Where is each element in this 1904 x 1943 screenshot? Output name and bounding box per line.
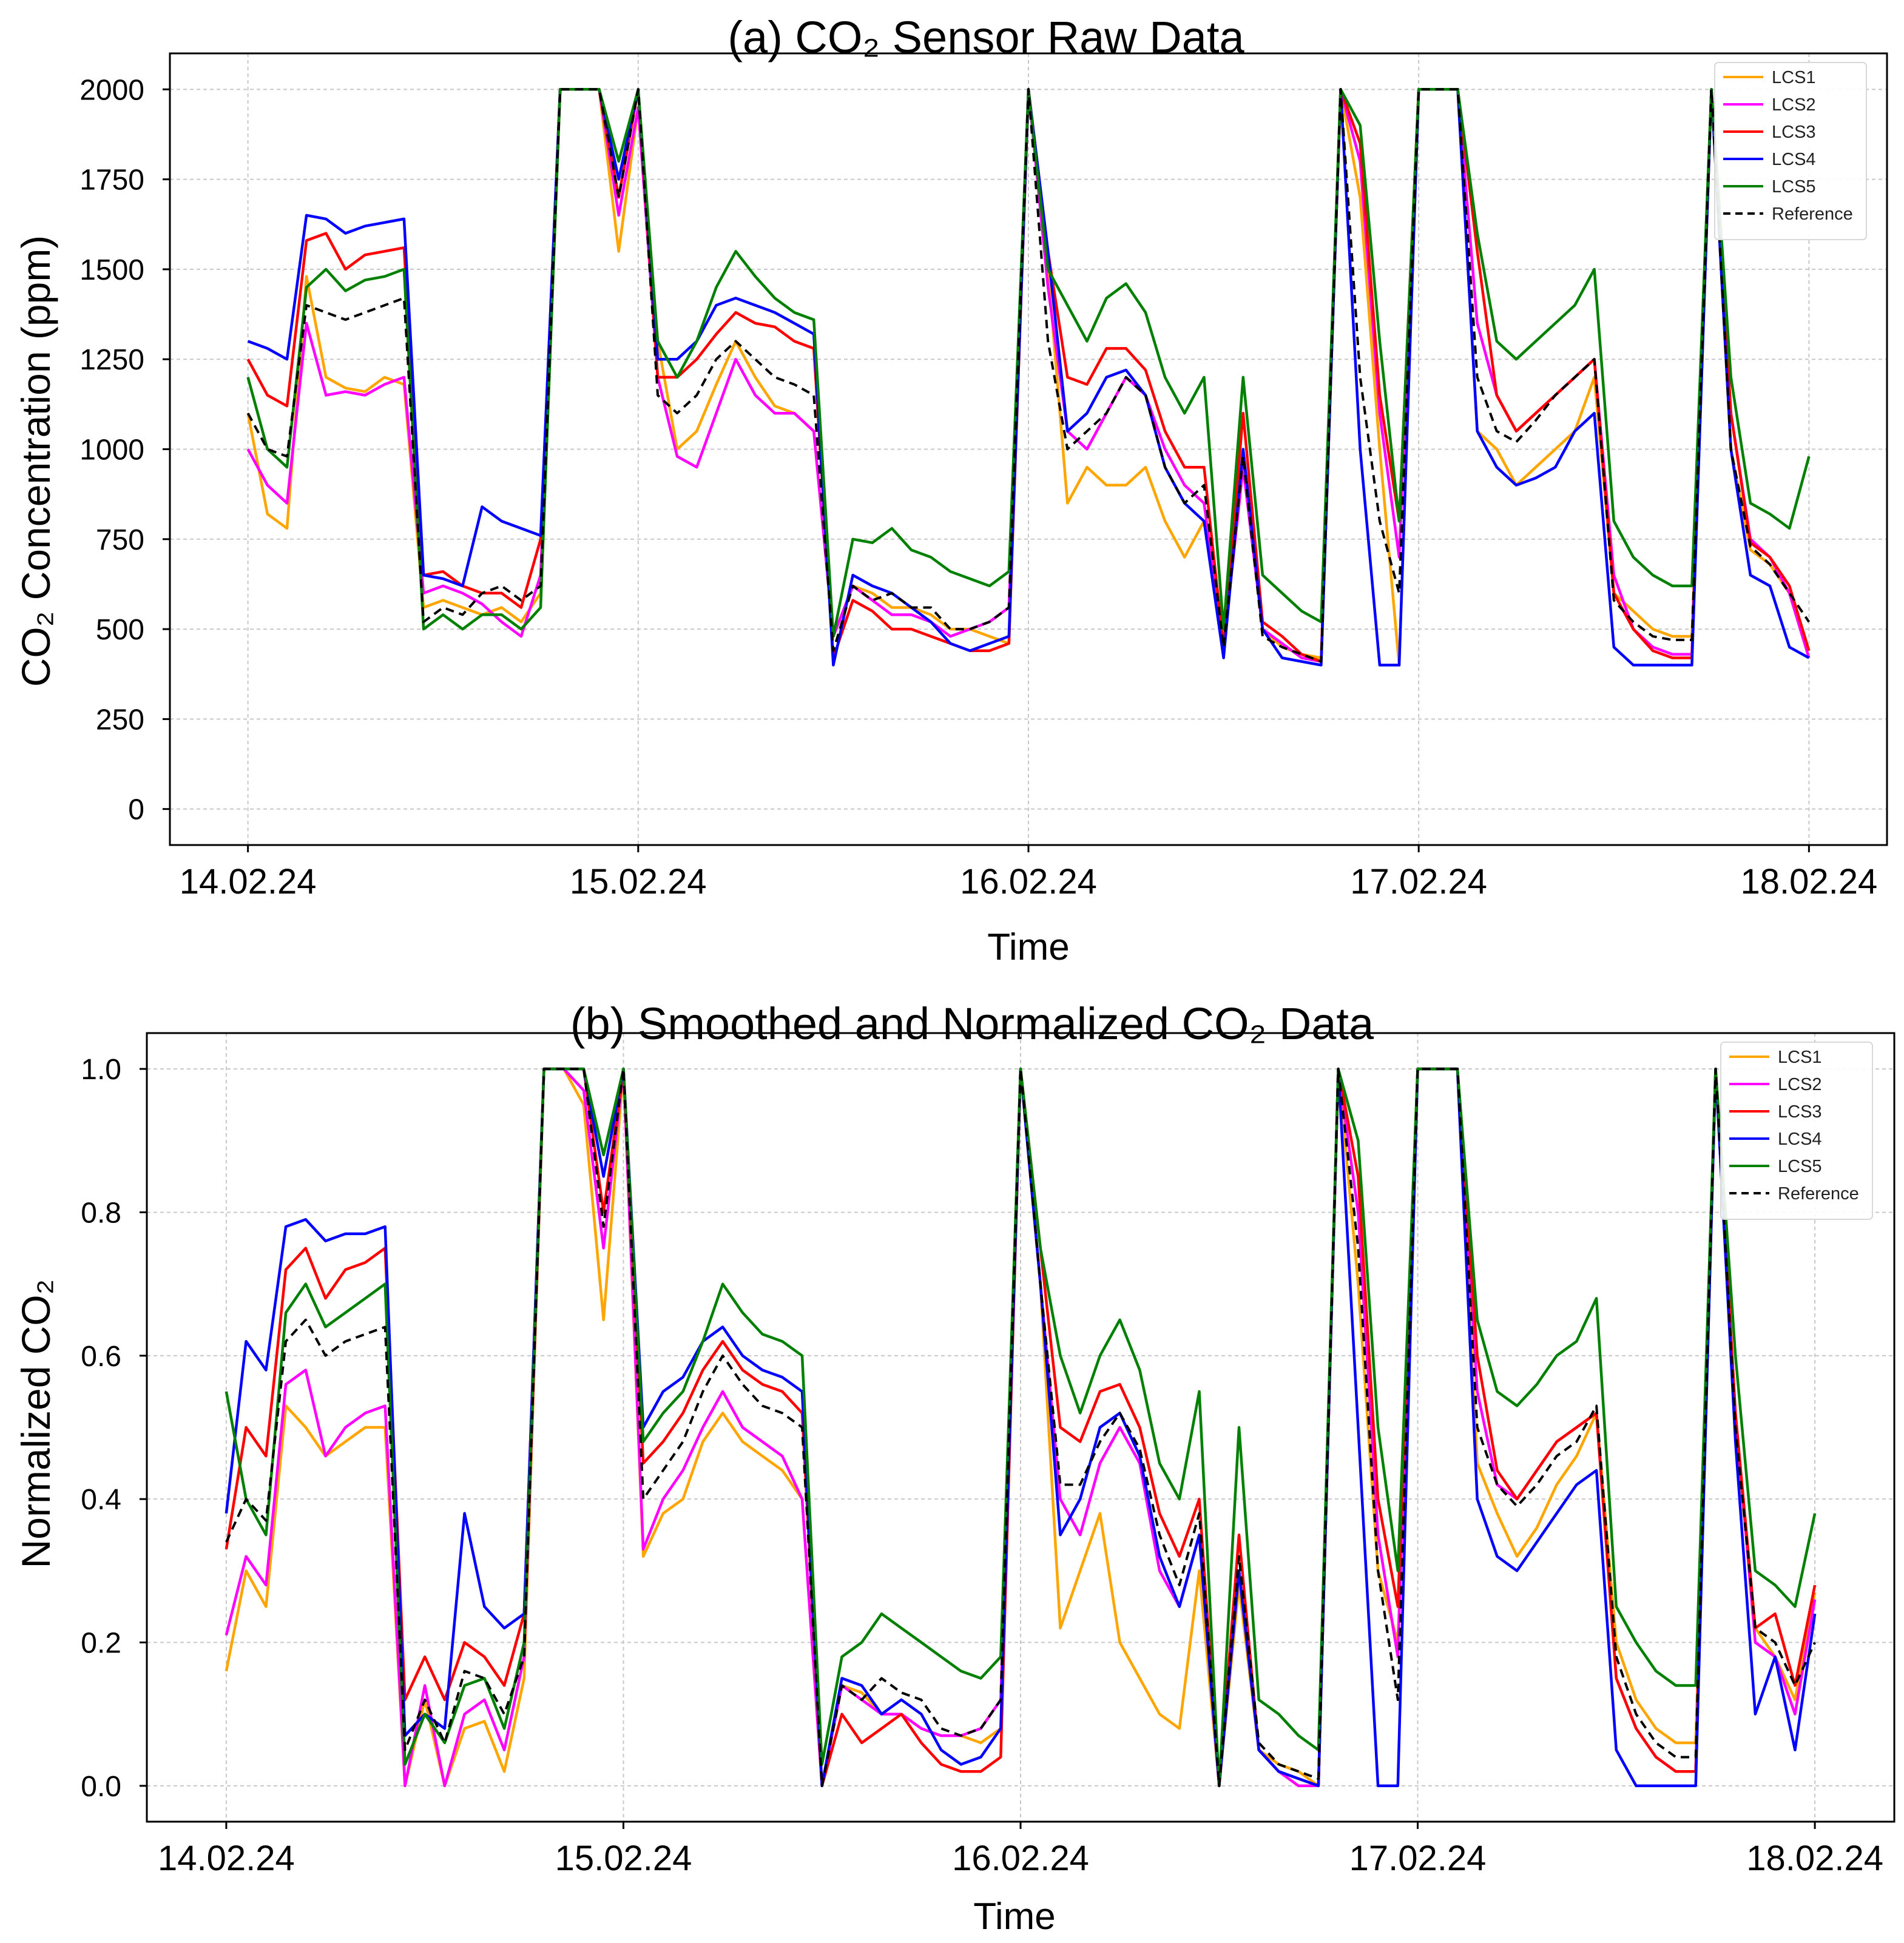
y-tick-label: 0.8 (81, 1197, 121, 1229)
legend-label: Reference (1778, 1184, 1859, 1204)
legend-label: LCS3 (1778, 1102, 1822, 1122)
x-ticks: 14.02.24 15.02.24 16.02.24 17.02.24 18.02.24 (158, 1822, 1883, 1878)
y-ticks: 0 250 500 750 1000 1250 1500 1750 2000 (79, 74, 170, 826)
x-tick-label: 16.02.24 (952, 1839, 1089, 1878)
y-tick-label: 1000 (79, 434, 144, 466)
legend-label: LCS1 (1772, 68, 1816, 87)
series-group (246, 88, 1811, 667)
panel-b: (b) Smoothed and Normalized CO₂ Data Tim… (13, 998, 1896, 1938)
y-tick-label: 1.0 (81, 1054, 121, 1086)
y-tick-label: 0.0 (81, 1771, 121, 1803)
y-tick-label: 0 (128, 794, 144, 826)
y-tick-label: 2000 (79, 74, 144, 106)
x-axis-label: Time (973, 1896, 1055, 1938)
y-tick-label: 1250 (79, 344, 144, 376)
y-tick-label: 500 (96, 614, 144, 646)
legend-label: LCS2 (1778, 1075, 1822, 1094)
legend-label: Reference (1772, 204, 1853, 224)
legend-label: LCS2 (1772, 95, 1816, 115)
x-tick-label: 18.02.24 (1740, 862, 1877, 901)
y-tick-label: 0.6 (81, 1341, 121, 1373)
x-tick-label: 17.02.24 (1349, 1839, 1487, 1878)
x-tick-label: 14.02.24 (180, 862, 317, 901)
legend-label: LCS1 (1778, 1048, 1822, 1067)
series-line-lcs5 (224, 1067, 1817, 1788)
x-tick-label: 17.02.24 (1350, 862, 1487, 901)
legend-label: LCS4 (1778, 1130, 1822, 1149)
chart-title: (b) Smoothed and Normalized CO₂ Data (570, 998, 1374, 1049)
x-tick-label: 16.02.24 (960, 862, 1097, 901)
series-group (224, 1067, 1817, 1788)
chart-title: (a) CO₂ Sensor Raw Data (728, 12, 1244, 62)
series-line-reference (246, 88, 1811, 663)
legend: LCS1 LCS2 LCS3 LCS4 LCS5 Reference (1714, 62, 1867, 240)
panel-a: (a) CO₂ Sensor Raw Data Time CO₂ Concent… (13, 12, 1888, 968)
x-tick-label: 15.02.24 (555, 1839, 692, 1878)
y-tick-label: 0.4 (81, 1484, 121, 1516)
y-ticks: 0.0 0.2 0.4 0.6 0.8 1.0 (81, 1054, 147, 1803)
y-tick-label: 1750 (79, 164, 144, 197)
y-tick-label: 250 (96, 704, 144, 736)
legend-label: LCS4 (1772, 150, 1816, 169)
x-tick-label: 15.02.24 (570, 862, 707, 901)
legend-box (1714, 62, 1867, 240)
grid (170, 53, 1887, 845)
y-axis-label: Normalized CO₂ (13, 1279, 58, 1569)
y-tick-label: 750 (96, 524, 144, 556)
x-tick-label: 14.02.24 (158, 1839, 295, 1878)
legend: LCS1 LCS2 LCS3 LCS4 LCS5 Reference (1720, 1042, 1873, 1220)
series-line-reference (225, 1068, 1816, 1787)
y-tick-label: 0.2 (81, 1628, 121, 1660)
legend-box (1720, 1042, 1873, 1220)
y-axis-label: CO₂ Concentration (ppm) (13, 235, 58, 687)
grid (147, 1033, 1894, 1822)
legend-label: LCS5 (1772, 177, 1816, 197)
legend-label: LCS3 (1772, 123, 1816, 142)
x-axis-label: Time (987, 926, 1069, 968)
legend-label: LCS5 (1778, 1157, 1822, 1176)
x-ticks: 14.02.24 15.02.24 16.02.24 17.02.24 18.02.24 (180, 845, 1877, 901)
y-tick-label: 1500 (79, 254, 144, 286)
x-tick-label: 18.02.24 (1746, 1839, 1883, 1878)
